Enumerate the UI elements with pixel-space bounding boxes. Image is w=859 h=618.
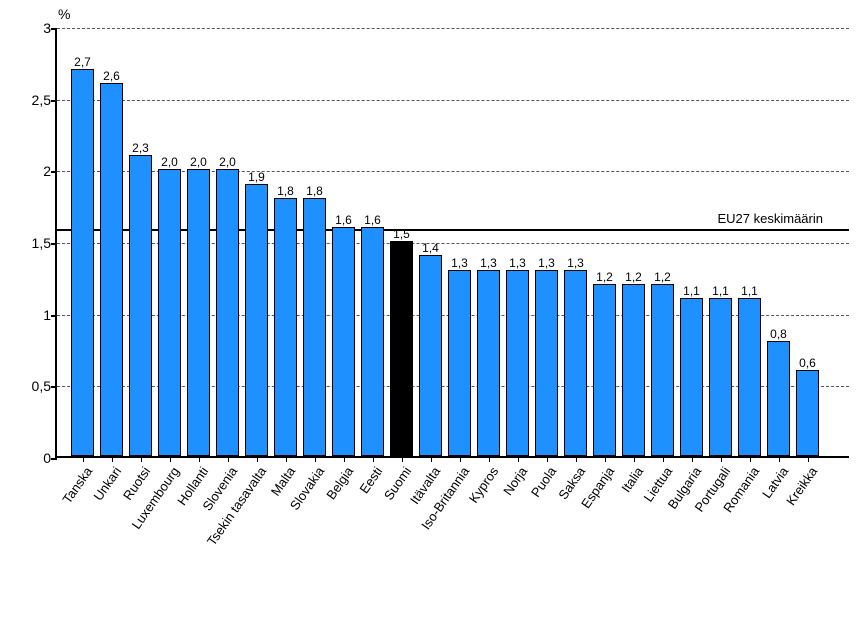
x-axis-label: Eesti bbox=[356, 464, 385, 496]
bar bbox=[593, 284, 616, 456]
bar-value-label: 1,1 bbox=[683, 284, 700, 298]
y-axis-title: % bbox=[58, 6, 70, 22]
bar bbox=[361, 227, 384, 456]
bar bbox=[419, 255, 442, 456]
bar-value-label: 1,3 bbox=[480, 256, 497, 270]
bar bbox=[274, 198, 297, 456]
y-tick-label: 0 bbox=[11, 450, 51, 466]
gridline bbox=[57, 28, 849, 29]
y-tick-label: 1,5 bbox=[11, 235, 51, 251]
x-axis-label: Belgia bbox=[323, 464, 356, 502]
bar-value-label: 1,3 bbox=[451, 256, 468, 270]
y-tick-label: 0,5 bbox=[11, 378, 51, 394]
chart-container: % EU27 keskimäärin 2,7 2,6 2,3 2,0 2,0 2,0 1,9 1… bbox=[0, 0, 859, 618]
y-tick-mark bbox=[51, 100, 57, 102]
bar bbox=[245, 184, 268, 456]
bar-value-label: 1,6 bbox=[335, 213, 352, 227]
bar bbox=[216, 169, 239, 456]
bar bbox=[158, 169, 181, 456]
bar bbox=[709, 298, 732, 456]
x-axis-label: Norja bbox=[500, 464, 530, 498]
y-tick-mark bbox=[51, 28, 57, 30]
bar bbox=[390, 241, 413, 456]
y-tick-label: 3 bbox=[11, 20, 51, 36]
bar-value-label: 0,6 bbox=[799, 356, 816, 370]
y-tick-mark bbox=[51, 315, 57, 317]
bar-value-label: 2,0 bbox=[190, 155, 207, 169]
bar-value-label: 1,8 bbox=[306, 184, 323, 198]
bar bbox=[187, 169, 210, 456]
bar bbox=[651, 284, 674, 456]
reference-line-label: EU27 keskimäärin bbox=[718, 211, 824, 226]
bar bbox=[535, 270, 558, 456]
x-axis-label: Italia bbox=[618, 464, 646, 495]
bar-value-label: 2,3 bbox=[132, 141, 149, 155]
bar bbox=[622, 284, 645, 456]
bar-value-label: 1,1 bbox=[712, 284, 729, 298]
y-tick-label: 1 bbox=[11, 307, 51, 323]
bar-value-label: 2,6 bbox=[103, 69, 120, 83]
x-axis-labels: TanskaUnkariRuotsiLuxembourgHollantiSlov… bbox=[55, 458, 849, 618]
bar-value-label: 1,2 bbox=[596, 270, 613, 284]
x-axis-label: Kypros bbox=[465, 464, 500, 506]
gridline bbox=[57, 100, 849, 101]
bar bbox=[477, 270, 500, 456]
bar-value-label: 1,2 bbox=[654, 270, 671, 284]
bar bbox=[332, 227, 355, 456]
bar bbox=[448, 270, 471, 456]
y-tick-label: 2,5 bbox=[11, 92, 51, 108]
y-tick-label: 2 bbox=[11, 163, 51, 179]
bar-value-label: 1,3 bbox=[538, 256, 555, 270]
y-tick-mark bbox=[51, 243, 57, 245]
bar bbox=[71, 69, 94, 456]
bar bbox=[564, 270, 587, 456]
bar bbox=[796, 370, 819, 456]
bar bbox=[303, 198, 326, 456]
x-axis-label: Puola bbox=[527, 464, 558, 500]
bar bbox=[129, 155, 152, 456]
bar-value-label: 1,2 bbox=[625, 270, 642, 284]
bar-value-label: 1,4 bbox=[422, 241, 439, 255]
y-tick-mark bbox=[51, 386, 57, 388]
bar-value-label: 1,6 bbox=[364, 213, 381, 227]
x-axis-label: Unkari bbox=[90, 464, 124, 503]
bar-value-label: 2,0 bbox=[161, 155, 178, 169]
bar-value-label: 1,1 bbox=[741, 284, 758, 298]
bar-value-label: 1,3 bbox=[567, 256, 584, 270]
bar-value-label: 2,0 bbox=[219, 155, 236, 169]
bar-value-label: 0,8 bbox=[770, 327, 787, 341]
bar-value-label: 1,5 bbox=[393, 227, 410, 241]
bar-value-label: 1,9 bbox=[248, 170, 265, 184]
y-tick-mark bbox=[51, 171, 57, 173]
x-axis-label: Tanska bbox=[59, 464, 95, 506]
bar-value-label: 2,7 bbox=[74, 55, 91, 69]
bar bbox=[506, 270, 529, 456]
bar bbox=[767, 341, 790, 456]
bar bbox=[680, 298, 703, 456]
bar bbox=[738, 298, 761, 456]
bar-value-label: 1,3 bbox=[509, 256, 526, 270]
plot-area: EU27 keskimäärin 2,7 2,6 2,3 2,0 2,0 2,0 1,9 1,8… bbox=[55, 28, 849, 458]
bar bbox=[100, 83, 123, 456]
bar-value-label: 1,8 bbox=[277, 184, 294, 198]
